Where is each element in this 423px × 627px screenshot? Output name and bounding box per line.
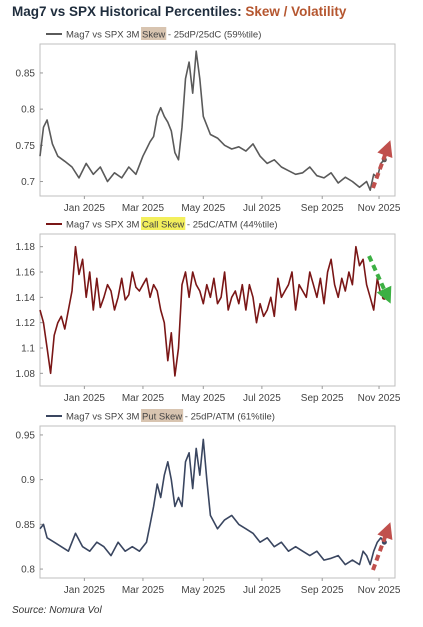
legend-highlight: Put Skew (142, 412, 182, 423)
legend-highlight: Skew (142, 30, 165, 41)
x-tick-label: Mar 2025 (122, 585, 165, 596)
legend-highlight-box (141, 217, 186, 230)
x-tick-label: May 2025 (181, 585, 225, 596)
x-tick-label: Mar 2025 (122, 393, 165, 404)
x-tick-label: Jan 2025 (64, 393, 106, 404)
x-tick-label: Nov 2025 (358, 203, 401, 214)
plot-frame (39, 425, 396, 579)
x-tick-label: Jan 2025 (64, 203, 106, 214)
legend-highlight-box (141, 409, 184, 422)
series-line (39, 50, 385, 191)
y-tick-label: 1.16 (16, 268, 36, 279)
x-tick-label: May 2025 (181, 393, 225, 404)
legend-label: Mag7 vs SPX 3M Skew - 25dP/25dC (59%tile… (66, 30, 261, 41)
y-tick-label: 0.8 (21, 565, 35, 576)
source-note: Source: Nomura Vol (12, 605, 102, 616)
arrow-up-icon (371, 140, 393, 189)
y-tick-label: 1.14 (16, 293, 36, 304)
legend-highlight-box (141, 27, 167, 40)
arrow-up-icon (371, 522, 393, 571)
x-tick-label: Sep 2025 (301, 393, 344, 404)
y-tick-label: 0.85 (16, 520, 36, 531)
call-skew-chart: Mag7 vs SPX 3M Call Skew - 25dC/ATM (44%… (16, 217, 401, 404)
x-tick-label: Jul 2025 (243, 203, 281, 214)
y-tick-label: 0.85 (16, 68, 36, 79)
x-tick-label: Nov 2025 (358, 393, 401, 404)
legend: Mag7 vs SPX 3M Skew - 25dP/25dC (59%tile… (46, 27, 261, 41)
y-tick-label: 1.12 (16, 318, 36, 329)
x-tick-label: Mar 2025 (122, 203, 165, 214)
title-main: Mag7 vs SPX Historical Percentiles: (12, 4, 246, 19)
call-skew-panel: Mag7 vs SPX 3M Call Skew - 25dC/ATM (44%… (0, 214, 423, 410)
y-tick-label: 0.9 (21, 475, 35, 486)
legend-label: Mag7 vs SPX 3M Call Skew - 25dC/ATM (44%… (66, 220, 278, 231)
x-tick-label: Jul 2025 (243, 585, 281, 596)
y-tick-label: 1.18 (16, 242, 36, 253)
y-tick-label: 0.95 (16, 430, 36, 441)
x-tick-label: Jan 2025 (64, 585, 106, 596)
legend: Mag7 vs SPX 3M Call Skew - 25dC/ATM (44%… (46, 217, 278, 231)
legend-label: Mag7 vs SPX 3M Put Skew - 25dP/ATM (61%t… (66, 412, 275, 423)
put-skew-panel: Mag7 vs SPX 3M Put Skew - 25dP/ATM (61%t… (0, 406, 423, 602)
y-tick-label: 1.1 (21, 344, 35, 355)
put-skew-chart: Mag7 vs SPX 3M Put Skew - 25dP/ATM (61%t… (16, 409, 401, 596)
y-tick-label: 1.08 (16, 369, 36, 380)
arrow-down-icon (367, 255, 392, 304)
y-tick-label: 0.7 (21, 177, 35, 188)
y-tick-label: 0.8 (21, 105, 35, 116)
x-tick-label: Sep 2025 (301, 585, 344, 596)
series-line (39, 245, 385, 377)
legend-highlight: Call Skew (142, 220, 184, 231)
plot-frame (39, 43, 396, 197)
chart-title: Mag7 vs SPX Historical Percentiles: Skew… (12, 4, 346, 19)
legend: Mag7 vs SPX 3M Put Skew - 25dP/ATM (61%t… (46, 409, 275, 423)
title-accent: Skew / Volatility (245, 4, 347, 19)
skew-chart: Mag7 vs SPX 3M Skew - 25dP/25dC (59%tile… (16, 27, 401, 214)
skew-panel: Mag7 vs SPX 3M Skew - 25dP/25dC (59%tile… (0, 24, 423, 220)
x-tick-label: Jul 2025 (243, 393, 281, 404)
series-line (39, 438, 385, 566)
x-tick-label: Sep 2025 (301, 203, 344, 214)
y-tick-label: 0.75 (16, 141, 36, 152)
x-tick-label: Nov 2025 (358, 585, 401, 596)
x-tick-label: May 2025 (181, 203, 225, 214)
